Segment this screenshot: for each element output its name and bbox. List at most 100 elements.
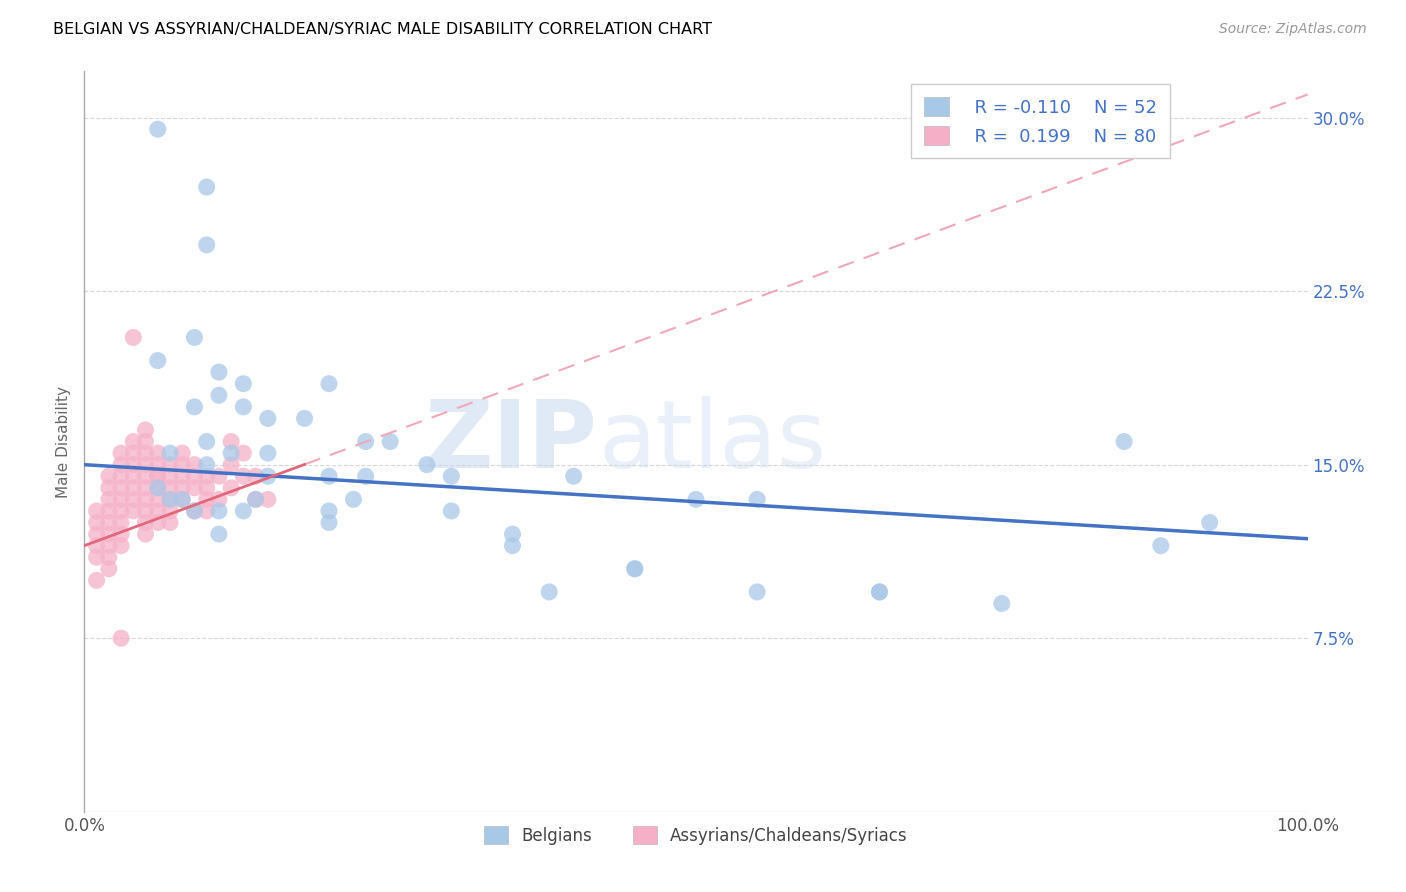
- Point: [318, 376, 340, 391]
- Point: [685, 492, 707, 507]
- Point: [110, 516, 132, 530]
- Point: [146, 481, 169, 495]
- Point: [135, 423, 157, 437]
- Point: [208, 527, 231, 541]
- Point: [257, 492, 280, 507]
- Point: [195, 180, 218, 194]
- Point: [354, 434, 377, 449]
- Point: [219, 481, 242, 495]
- Point: [146, 446, 169, 460]
- Text: BELGIAN VS ASSYRIAN/CHALDEAN/SYRIAC MALE DISABILITY CORRELATION CHART: BELGIAN VS ASSYRIAN/CHALDEAN/SYRIAC MALE…: [53, 22, 713, 37]
- Point: [172, 446, 194, 460]
- Point: [195, 492, 218, 507]
- Point: [146, 492, 169, 507]
- Point: [245, 492, 267, 507]
- Point: [1150, 539, 1173, 553]
- Point: [110, 527, 132, 541]
- Point: [97, 527, 120, 541]
- Point: [195, 504, 218, 518]
- Point: [440, 469, 463, 483]
- Point: [869, 585, 891, 599]
- Point: [232, 400, 254, 414]
- Point: [146, 469, 169, 483]
- Point: [86, 516, 108, 530]
- Point: [416, 458, 439, 472]
- Point: [1114, 434, 1136, 449]
- Point: [172, 458, 194, 472]
- Point: [172, 492, 194, 507]
- Point: [318, 504, 340, 518]
- Point: [219, 458, 242, 472]
- Point: [122, 458, 145, 472]
- Point: [146, 481, 169, 495]
- Point: [97, 469, 120, 483]
- Point: [232, 446, 254, 460]
- Point: [232, 504, 254, 518]
- Point: [135, 434, 157, 449]
- Point: [232, 376, 254, 391]
- Point: [135, 516, 157, 530]
- Point: [624, 562, 647, 576]
- Point: [747, 585, 769, 599]
- Y-axis label: Male Disability: Male Disability: [56, 385, 72, 498]
- Point: [342, 492, 364, 507]
- Point: [440, 504, 463, 518]
- Point: [183, 504, 205, 518]
- Point: [502, 539, 524, 553]
- Point: [110, 481, 132, 495]
- Point: [208, 365, 231, 379]
- Point: [183, 458, 205, 472]
- Point: [318, 516, 340, 530]
- Point: [86, 504, 108, 518]
- Point: [122, 330, 145, 344]
- Point: [245, 469, 267, 483]
- Point: [195, 238, 218, 252]
- Point: [747, 492, 769, 507]
- Point: [110, 458, 132, 472]
- Legend: Belgians, Assyrians/Chaldeans/Syriacs: Belgians, Assyrians/Chaldeans/Syriacs: [478, 820, 914, 852]
- Point: [195, 469, 218, 483]
- Point: [86, 574, 108, 588]
- Point: [146, 469, 169, 483]
- Point: [122, 504, 145, 518]
- Point: [86, 550, 108, 565]
- Point: [146, 122, 169, 136]
- Point: [183, 400, 205, 414]
- Point: [135, 504, 157, 518]
- Point: [172, 481, 194, 495]
- Point: [135, 458, 157, 472]
- Text: atlas: atlas: [598, 395, 827, 488]
- Point: [97, 481, 120, 495]
- Point: [991, 597, 1014, 611]
- Point: [122, 492, 145, 507]
- Point: [624, 562, 647, 576]
- Point: [219, 446, 242, 460]
- Point: [122, 434, 145, 449]
- Point: [257, 469, 280, 483]
- Point: [159, 492, 181, 507]
- Point: [135, 469, 157, 483]
- Point: [159, 504, 181, 518]
- Point: [183, 330, 205, 344]
- Point: [86, 527, 108, 541]
- Point: [122, 446, 145, 460]
- Point: [97, 492, 120, 507]
- Point: [219, 434, 242, 449]
- Point: [135, 492, 157, 507]
- Point: [318, 469, 340, 483]
- Point: [208, 388, 231, 402]
- Point: [159, 481, 181, 495]
- Point: [1198, 516, 1220, 530]
- Point: [159, 446, 181, 460]
- Point: [195, 458, 218, 472]
- Point: [294, 411, 316, 425]
- Point: [159, 458, 181, 472]
- Point: [110, 446, 132, 460]
- Point: [257, 446, 280, 460]
- Point: [146, 504, 169, 518]
- Point: [869, 585, 891, 599]
- Point: [183, 469, 205, 483]
- Point: [159, 516, 181, 530]
- Point: [122, 469, 145, 483]
- Point: [135, 446, 157, 460]
